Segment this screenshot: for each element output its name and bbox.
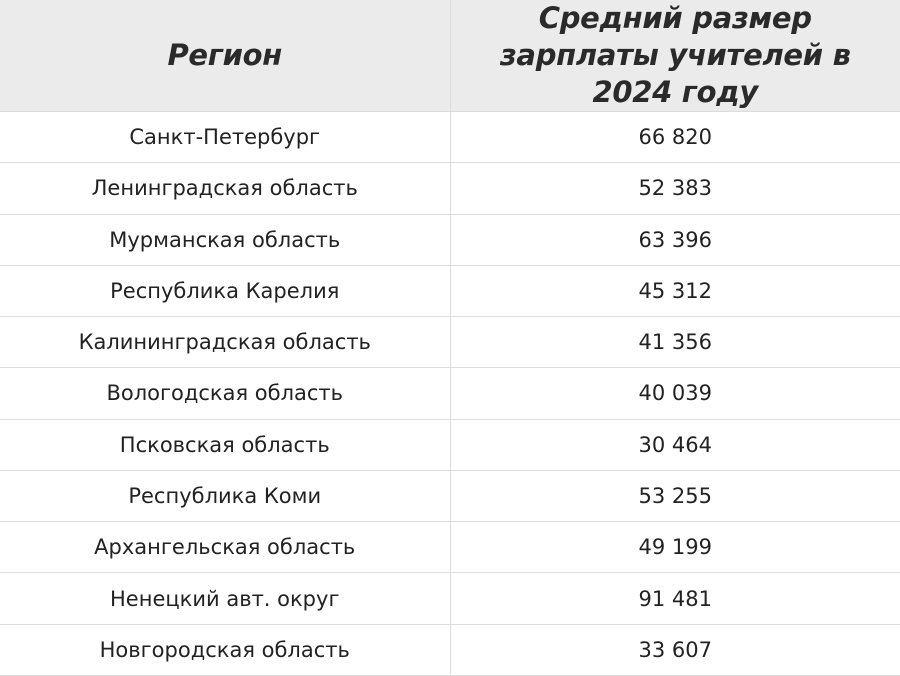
header-salary: Средний размер зарплаты учителей в 2024 … [449,0,900,112]
region-cell: Псковская область [0,418,451,471]
salary-cell: 66 820 [449,110,900,164]
salary-cell: 33 607 [449,623,900,676]
salary-cell: 52 383 [449,162,900,215]
region-cell: Мурманская область [0,213,451,266]
table-row: Республика Карелия 45 312 [0,264,900,318]
region-cell: Ленинградская область [0,162,451,215]
region-cell: Калининградская область [0,316,451,369]
table-row: Новгородская область 33 607 [0,623,900,676]
salary-cell: 91 481 [449,572,900,625]
salary-cell: 41 356 [449,316,900,369]
table-row: Архангельская область 49 199 [0,521,900,574]
table-row: Вологодская область 40 039 [0,367,900,420]
salary-cell: 45 312 [449,264,900,318]
salary-cell: 63 396 [449,213,900,266]
salary-cell: 49 199 [449,521,900,574]
header-region: Регион [0,0,451,112]
table-row: Псковская область 30 464 [0,418,900,471]
salary-cell: 40 039 [449,367,900,420]
region-cell: Республика Карелия [0,264,451,318]
table-row: Санкт-Петербург 66 820 [0,110,900,164]
region-cell: Архангельская область [0,521,451,574]
region-cell: Ненецкий авт. округ [0,572,451,625]
salary-cell: 53 255 [449,469,900,523]
region-cell: Новгородская область [0,623,451,676]
table-header-row: Регион Средний размер зарплаты учителей … [0,0,900,112]
table-row: Республика Коми 53 255 [0,469,900,523]
region-cell: Санкт-Петербург [0,110,451,164]
region-cell: Республика Коми [0,469,451,523]
table-row: Ленинградская область 52 383 [0,162,900,215]
region-cell: Вологодская область [0,367,451,420]
table-row: Ненецкий авт. округ 91 481 [0,572,900,625]
table-row: Калининградская область 41 356 [0,316,900,369]
table-row: Мурманская область 63 396 [0,213,900,266]
salary-cell: 30 464 [449,418,900,471]
